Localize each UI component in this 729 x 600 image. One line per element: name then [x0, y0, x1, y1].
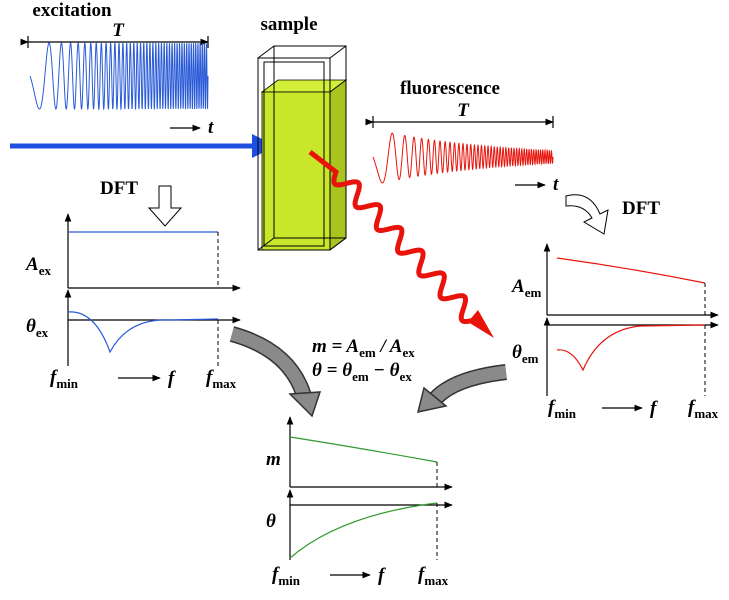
magnitude-label: m	[266, 449, 281, 470]
dft-arrow	[149, 186, 181, 226]
symbol: θ	[26, 316, 36, 337]
subscript: ex	[36, 325, 49, 340]
fmax-label: fmax	[418, 564, 449, 588]
fmin-label: fmin	[272, 564, 301, 588]
equation-part: m = A	[312, 336, 359, 357]
subscript: ex	[39, 263, 52, 278]
dft-label: DFT	[100, 178, 138, 199]
fluorescence-label: fluorescence	[400, 78, 500, 99]
equation-part: / A	[376, 336, 403, 357]
f-axis-label: f	[168, 368, 176, 389]
ray-head	[468, 310, 494, 338]
period-label: T	[457, 100, 470, 121]
dft-label: DFT	[622, 198, 660, 219]
diagram: excitation T t DFT sample fluorescence T…	[0, 0, 729, 600]
time-label: t	[208, 117, 214, 138]
symbol: θ	[512, 342, 522, 363]
emission-spectrum	[547, 244, 718, 408]
subscript: em	[359, 345, 376, 360]
phase-label: θem	[512, 342, 539, 366]
subscript: ex	[402, 345, 415, 360]
liquid-side	[330, 80, 346, 250]
f-axis-label: f	[650, 398, 658, 419]
subscript: min	[554, 406, 576, 421]
amplitude-label: Aem	[511, 276, 541, 300]
phase-label: θex	[26, 316, 49, 340]
excitation-signal	[30, 43, 208, 109]
symbol: A	[25, 254, 39, 275]
equation-part: − θ	[369, 360, 400, 381]
subscript: em	[522, 351, 539, 366]
subscript: em	[352, 369, 369, 384]
equation: θ = θem − θex	[312, 360, 412, 384]
subscript: max	[424, 573, 448, 588]
symbol: A	[511, 276, 525, 297]
excitation-spectrum	[68, 214, 240, 378]
subscript: ex	[400, 369, 413, 384]
f-axis-label: f	[378, 565, 386, 586]
subscript: max	[694, 406, 718, 421]
dft-arrow	[566, 195, 608, 234]
excitation-label: excitation	[32, 0, 112, 21]
equation: m = Aem / Aex	[312, 336, 415, 360]
amplitude-label: Aex	[25, 254, 51, 278]
liquid-front	[262, 92, 330, 250]
time-label: t	[553, 174, 559, 195]
fmax-label: fmax	[206, 367, 237, 391]
subscript: max	[212, 376, 236, 391]
result-spectrum	[290, 417, 452, 575]
period-label: T	[112, 20, 125, 41]
fmax-label: fmax	[688, 397, 719, 421]
sample-label: sample	[261, 14, 318, 35]
fluorescence-signal	[373, 133, 553, 183]
subscript: min	[278, 573, 300, 588]
equation-part: θ = θ	[312, 360, 352, 381]
subscript: min	[56, 376, 78, 391]
fmin-label: fmin	[548, 397, 577, 421]
phase-label: θ	[266, 511, 276, 532]
fmin-label: fmin	[50, 367, 79, 391]
subscript: em	[525, 285, 542, 300]
